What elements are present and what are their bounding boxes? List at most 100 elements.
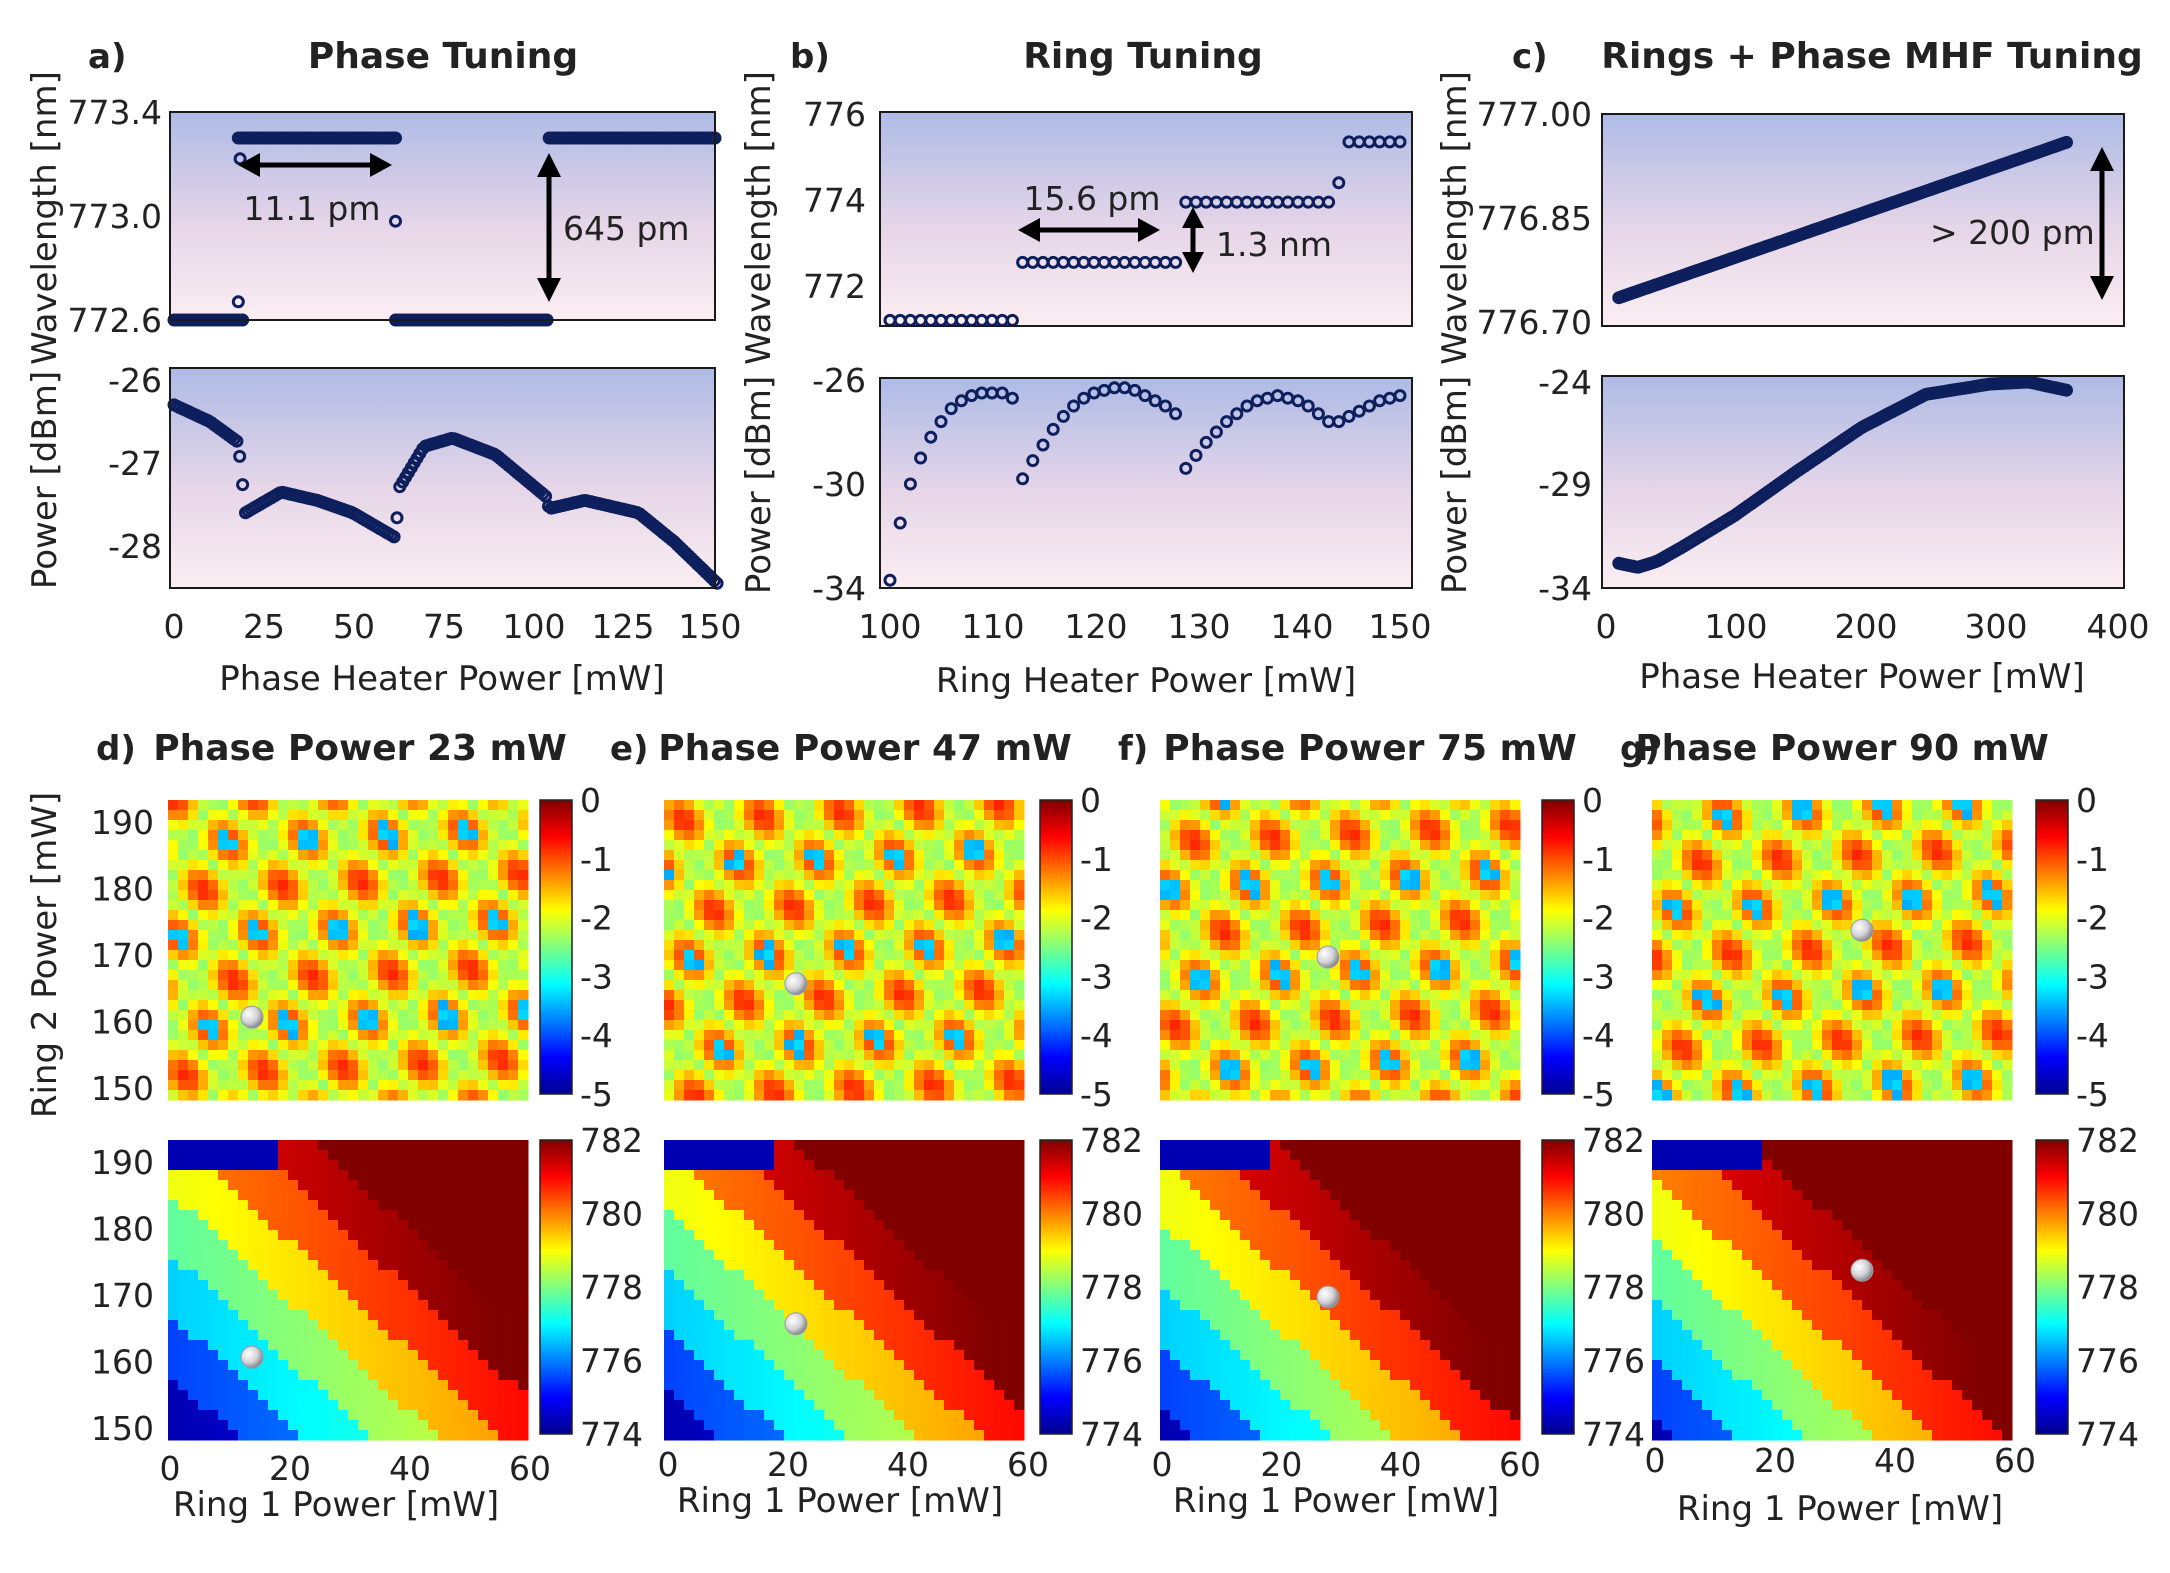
heatmap-cell — [664, 940, 675, 951]
heatmap-cell — [904, 1230, 915, 1241]
heatmap-cell — [188, 1040, 199, 1051]
heatmap-cell — [478, 1400, 489, 1411]
b-bot-marker — [1005, 391, 1019, 405]
heatmap-cell — [438, 930, 449, 941]
a-jump-arrow-top — [537, 153, 561, 177]
heatmap-cell — [268, 1000, 279, 1011]
heatmap-cell — [468, 860, 479, 871]
heatmap-cell — [904, 1240, 915, 1251]
heatmap-cell — [518, 970, 529, 981]
heatmap-cell — [228, 960, 239, 971]
heatmap-cell — [734, 1280, 745, 1291]
heatmap-cell — [208, 1310, 219, 1321]
heatmap-cell — [478, 1030, 489, 1041]
heatmap-cell — [458, 1340, 469, 1351]
heatmap-cell — [428, 880, 439, 891]
heatmap-cell — [508, 1090, 519, 1101]
heatmap-cell — [358, 850, 369, 861]
heatmap-cell — [704, 1290, 715, 1301]
heatmap-cell — [854, 1170, 865, 1181]
heatmap-cell — [348, 1140, 359, 1151]
heatmap-cell — [468, 980, 479, 991]
heatmap-cell — [664, 810, 675, 821]
heatmap-cell — [904, 910, 915, 921]
heatmap-cell — [288, 1430, 299, 1441]
heatmap-cell — [288, 880, 299, 891]
heatmap-cell — [764, 860, 775, 871]
heatmap-cell — [994, 930, 1005, 941]
heatmap-cell — [934, 990, 945, 1001]
heatmap-cell — [278, 920, 289, 931]
b-xticks: 100 110 120 130 140 150 — [859, 607, 1432, 646]
heatmap-cell — [974, 1320, 985, 1331]
heatmap-cell — [964, 960, 975, 971]
heatmap-cell — [418, 1420, 429, 1431]
heatmap-cell — [664, 1270, 675, 1281]
heatmap-cell — [784, 1190, 795, 1201]
heatmap-cell — [188, 1030, 199, 1041]
heatmap-cell — [348, 1310, 359, 1321]
heatmap-cell — [784, 1300, 795, 1311]
heatmap-cell — [744, 1070, 755, 1081]
heatmap-cell — [428, 1040, 439, 1051]
heatmap-cell — [824, 1070, 835, 1081]
heatmap-cell — [764, 1220, 775, 1231]
heatmap-cell — [278, 1080, 289, 1091]
heatmap-cell — [248, 1190, 259, 1201]
map-xtick: 20 — [269, 1449, 311, 1488]
heatmap-cell — [734, 1210, 745, 1221]
heatmap-cell — [814, 850, 825, 861]
b-bot-marker — [934, 415, 948, 429]
heatmap-cell — [1004, 1260, 1015, 1271]
heatmap-cell — [994, 1040, 1005, 1051]
heatmap-cell — [458, 1240, 469, 1251]
heatmap-cell — [974, 1200, 985, 1211]
heatmap-cell — [408, 1010, 419, 1021]
heatmap-cell — [348, 840, 359, 851]
heatmap-cell — [328, 1000, 339, 1011]
heatmap-cell — [198, 940, 209, 951]
heatmap-cell — [338, 830, 349, 841]
heatmap-cell — [288, 1280, 299, 1291]
heatmap-cell — [784, 1150, 795, 1161]
heatmap-cell — [218, 1390, 229, 1401]
heatmap-cell — [924, 990, 935, 1001]
heatmap-cell — [694, 1220, 705, 1231]
heatmap-cell — [724, 1090, 735, 1101]
heatmap-cell — [438, 880, 449, 891]
heatmap-cell — [318, 1140, 329, 1151]
heatmap-cell — [328, 1230, 339, 1241]
heatmap-cell — [794, 1270, 805, 1281]
heatmap-cell — [804, 1350, 815, 1361]
heatmap-cell — [754, 1070, 765, 1081]
heatmap-cell — [468, 990, 479, 1001]
heatmap-cell — [684, 1140, 695, 1151]
heatmap-cell — [268, 940, 279, 951]
heatmap-cell — [664, 850, 675, 861]
heatmap-cell — [258, 1410, 269, 1421]
heatmap-cell — [864, 1080, 875, 1091]
heatmap-cell — [824, 970, 835, 981]
heatmap-cell — [288, 1080, 299, 1091]
heatmap-cell — [714, 1340, 725, 1351]
heatmap-cell — [694, 890, 705, 901]
heatmap-cell — [894, 880, 905, 891]
heatmap-cell — [198, 1250, 209, 1261]
heatmap-cell — [368, 930, 379, 941]
heatmap-cell — [248, 950, 259, 961]
heatmap-cell — [714, 850, 725, 861]
heatmap-cell — [298, 1190, 309, 1201]
heatmap-cell — [924, 860, 935, 871]
heatmap-cell — [178, 950, 189, 961]
heatmap-cell — [924, 1330, 935, 1341]
heatmap-cell — [674, 1070, 685, 1081]
heatmap-cell — [844, 1160, 855, 1171]
b-bot-marker — [914, 451, 928, 465]
heatmap-cell — [934, 910, 945, 921]
heatmap-cell — [704, 1030, 715, 1041]
heatmap-cell — [288, 910, 299, 921]
heatmap-cell — [228, 1260, 239, 1271]
heatmap-cell — [388, 1380, 399, 1391]
heatmap-cell — [328, 870, 339, 881]
heatmap-cell — [428, 950, 439, 961]
